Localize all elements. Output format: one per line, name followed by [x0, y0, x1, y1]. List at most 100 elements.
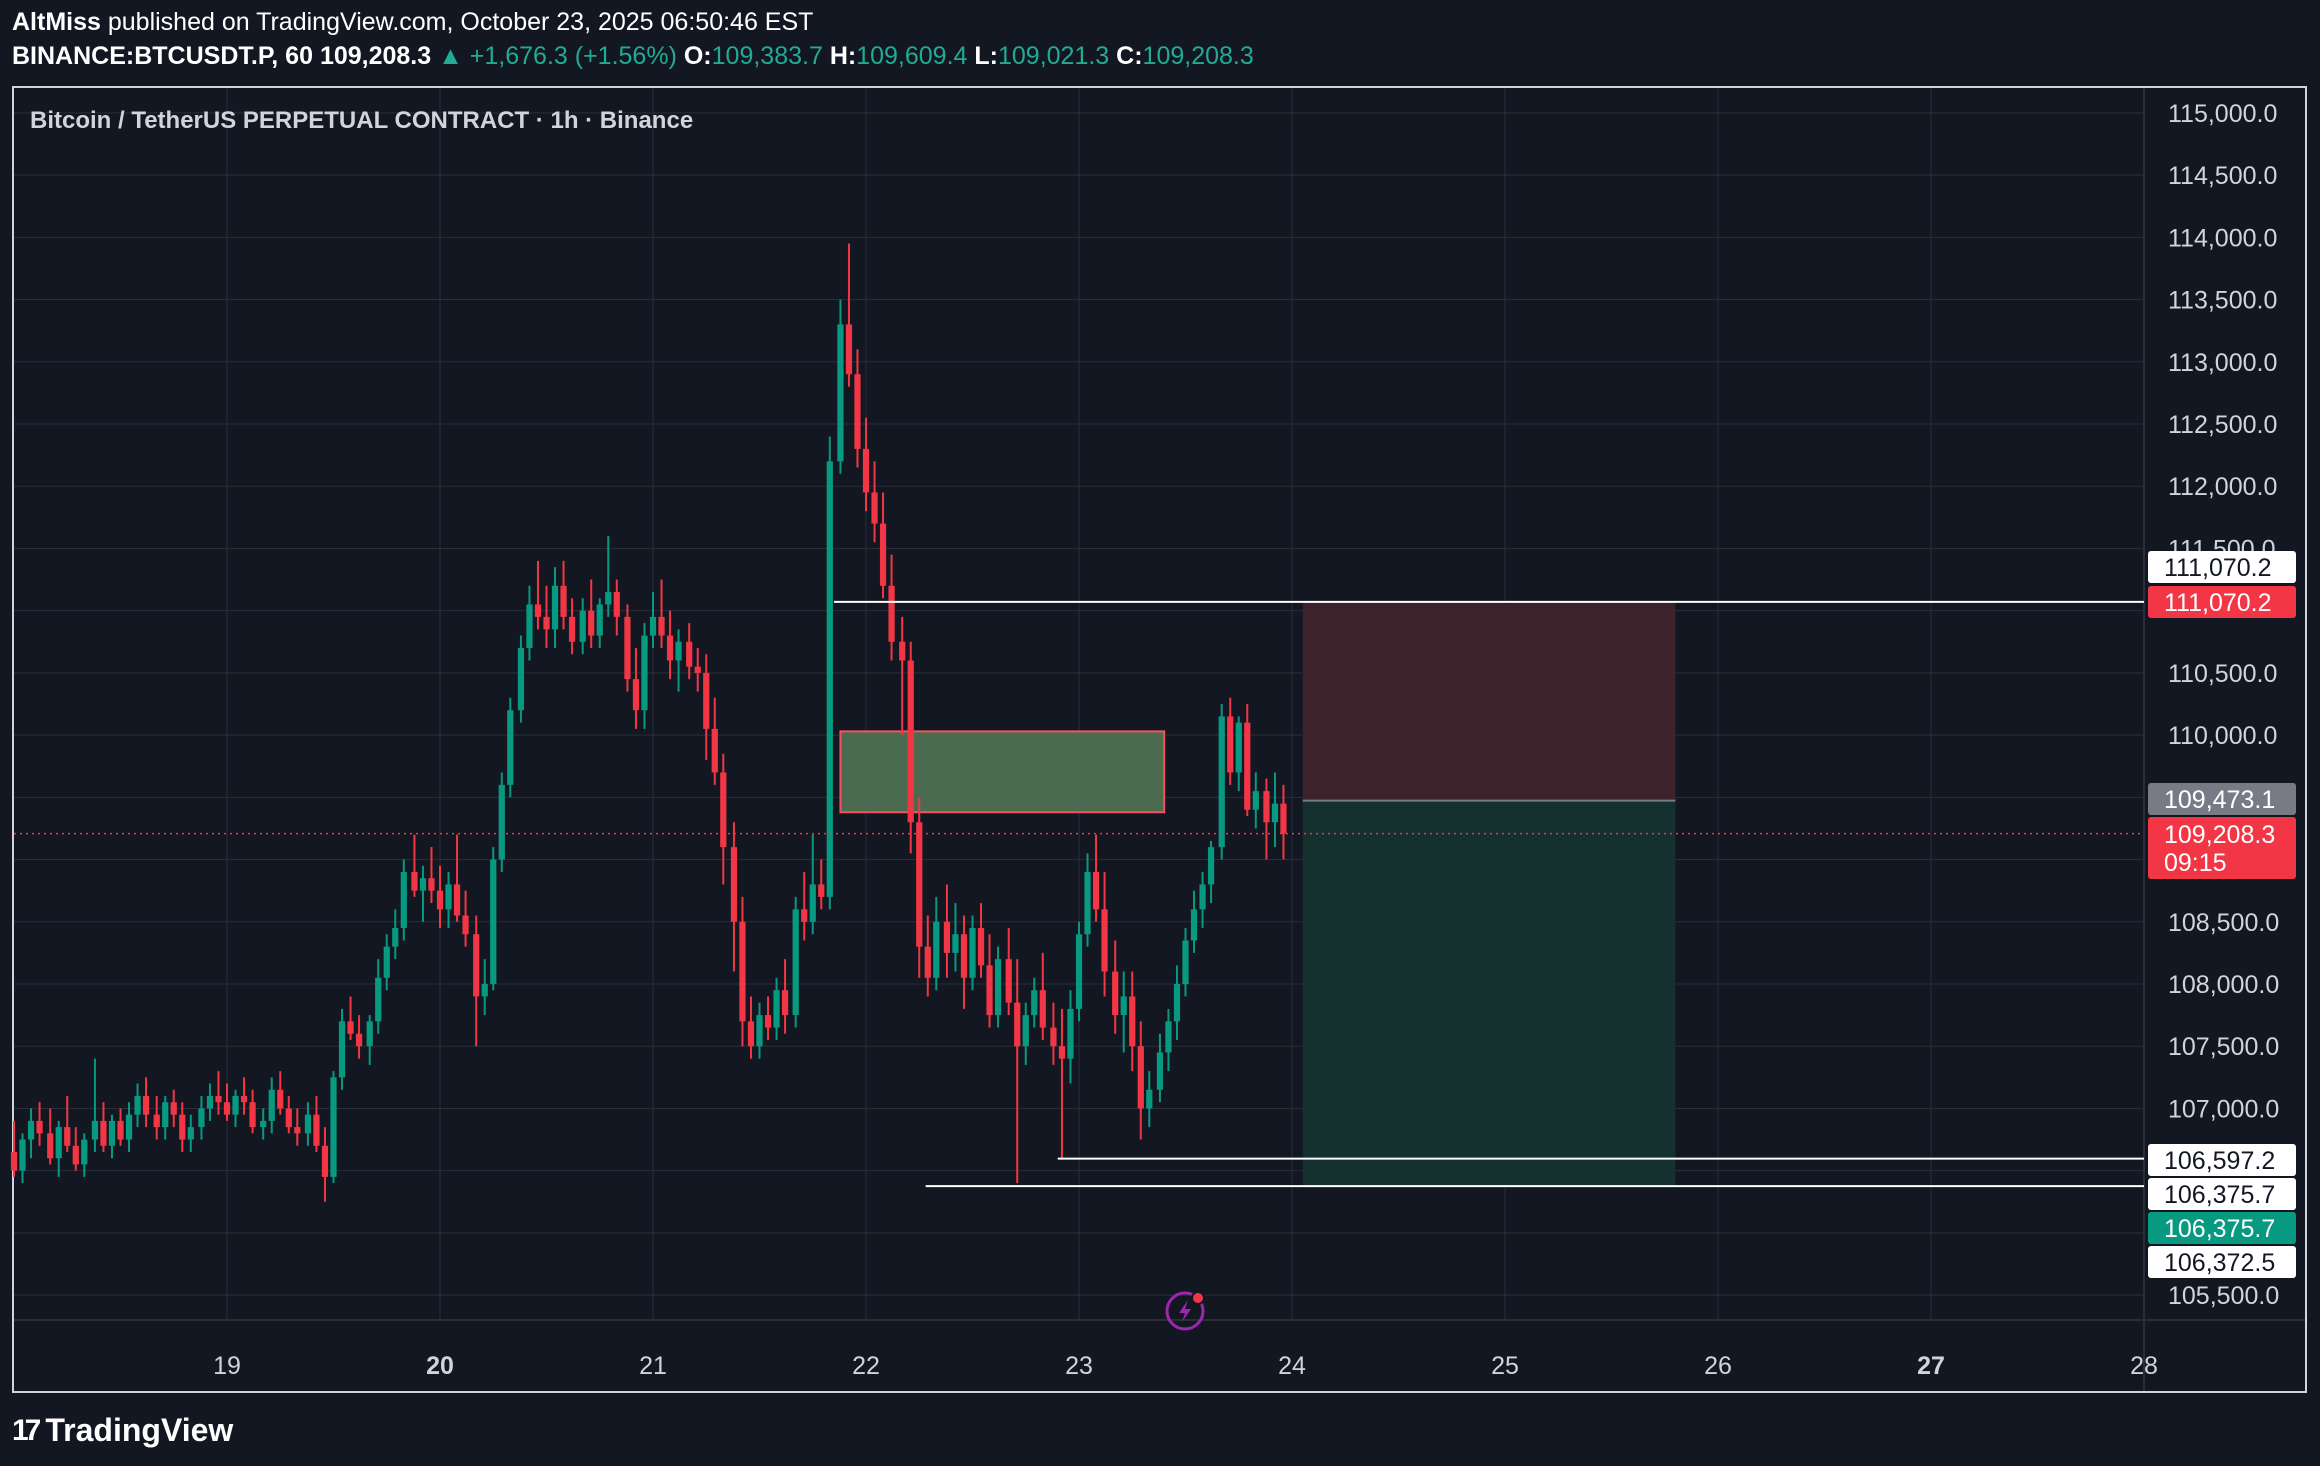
y-tick-label: 114,000.0 — [2168, 224, 2277, 252]
candle-body — [411, 872, 418, 891]
candle-body — [613, 592, 620, 617]
candle-body — [428, 878, 435, 891]
candle-body — [1235, 722, 1242, 773]
y-tick-label: 110,000.0 — [2168, 722, 2277, 750]
candle-body — [588, 610, 595, 636]
candle-body — [1173, 984, 1181, 1022]
candle-body — [739, 921, 746, 1022]
candle-body — [854, 374, 861, 449]
x-tick-label: 24 — [1278, 1352, 1306, 1380]
x-axis-ticks: 19 20 21 22 23 24 25 26 27 28 — [213, 1352, 2158, 1380]
lightning-icon[interactable] — [1165, 1291, 1205, 1331]
candle-body — [498, 784, 505, 860]
candle-body — [1129, 996, 1136, 1047]
candle-body — [1031, 990, 1038, 1016]
candle-body — [658, 616, 665, 636]
candle-body — [1280, 803, 1287, 834]
candle-body — [91, 1120, 99, 1140]
x-tick-label: 23 — [1065, 1352, 1093, 1380]
price-tag-label: 111,070.2 — [2164, 589, 2272, 617]
price-tag-bg — [2148, 1246, 2296, 1278]
candle-body — [187, 1127, 194, 1140]
candle-body — [924, 946, 931, 978]
price-tag-bg — [2148, 1212, 2296, 1244]
price-tag-label: 106,375.7 — [2164, 1181, 2275, 1209]
candle-body — [730, 847, 738, 922]
candle-body — [1101, 909, 1108, 972]
candle-body — [1227, 716, 1234, 773]
candle-body — [153, 1114, 160, 1128]
candle-body — [773, 990, 780, 1028]
y-axis-ticks: 115,000.0 114,500.0 114,000.0 113,500.0 113,… — [2168, 100, 2279, 1310]
candle-body — [313, 1114, 320, 1146]
candle-body — [916, 822, 923, 947]
author-name[interactable]: AltMiss — [12, 8, 101, 36]
candle-body — [232, 1096, 239, 1115]
candle-body — [240, 1096, 248, 1103]
candle-body — [285, 1108, 292, 1128]
candle-body — [1014, 1002, 1021, 1047]
tradingview-brand[interactable]: 17 TradingView — [12, 1412, 233, 1449]
candle-body — [445, 884, 452, 910]
candle-body — [596, 604, 603, 636]
take-profit-zone — [1302, 800, 1676, 1187]
candle-body — [747, 1021, 755, 1047]
candle-body — [579, 610, 586, 642]
y-tick-label: 108,000.0 — [2168, 971, 2279, 999]
candle-body — [666, 635, 674, 661]
candle-body — [462, 915, 469, 935]
candle-body — [1182, 940, 1189, 984]
candle-body — [551, 585, 559, 630]
candle-body — [100, 1120, 107, 1146]
candle-body — [47, 1133, 54, 1159]
candle-body — [818, 884, 825, 897]
y-tick-label: 105,500.0 — [2168, 1282, 2279, 1310]
candle-body — [994, 959, 1002, 1016]
candle-body — [933, 921, 940, 978]
candle-body — [641, 635, 648, 711]
position-zones — [839, 601, 1676, 1187]
symbol-name[interactable]: BINANCE:BTCUSDT.P, 60 — [12, 42, 313, 70]
candle-body — [879, 523, 887, 586]
price-tag-label: 106,597.2 — [2164, 1147, 2275, 1175]
x-tick-label: 22 — [852, 1352, 880, 1380]
countdown-label: 09:15 — [2164, 849, 2227, 877]
y-tick-label: 110,500.0 — [2168, 660, 2277, 688]
x-tick-label: 25 — [1491, 1352, 1519, 1380]
candle-body — [72, 1145, 79, 1165]
candle-body — [694, 666, 701, 673]
candle-body — [142, 1096, 150, 1115]
fvg-box — [839, 730, 1166, 814]
candle-body — [81, 1139, 88, 1165]
symbol-line: BINANCE:BTCUSDT.P, 60 109,208.3 ▲ +1,676… — [12, 42, 1254, 71]
x-tick-label: 26 — [1704, 1352, 1732, 1380]
candle-body — [490, 859, 497, 984]
candle-body — [899, 641, 906, 661]
price-change: ▲ +1,676.3 (+1.56%) — [438, 42, 677, 70]
x-tick-label: 20 — [426, 1352, 454, 1380]
candle-body — [1084, 872, 1091, 935]
candle-body — [198, 1108, 205, 1128]
candle-body — [170, 1102, 177, 1115]
candle-body — [507, 710, 514, 785]
candle-body — [64, 1127, 71, 1146]
tradingview-logo-icon: 17 — [12, 1413, 41, 1447]
y-tick-label: 107,500.0 — [2168, 1033, 2279, 1061]
candle-body — [781, 990, 789, 1016]
candle-body — [986, 965, 993, 1016]
candle-body — [277, 1089, 284, 1109]
open-value: 109,383.7 — [711, 42, 823, 70]
brand-name: TradingView — [45, 1412, 234, 1448]
candle-body — [36, 1120, 43, 1134]
candle-body — [1022, 1015, 1029, 1047]
candle-body — [249, 1102, 256, 1128]
low-label: L: — [974, 42, 998, 70]
price-tag-label: 111,070.2 — [2164, 554, 2272, 582]
y-tick-label: 113,000.0 — [2168, 349, 2277, 377]
candle-body — [960, 934, 968, 978]
candle-body — [294, 1127, 301, 1134]
candle-body — [517, 648, 525, 711]
candle-body — [801, 909, 808, 922]
x-tick-label: 28 — [2130, 1352, 2158, 1380]
